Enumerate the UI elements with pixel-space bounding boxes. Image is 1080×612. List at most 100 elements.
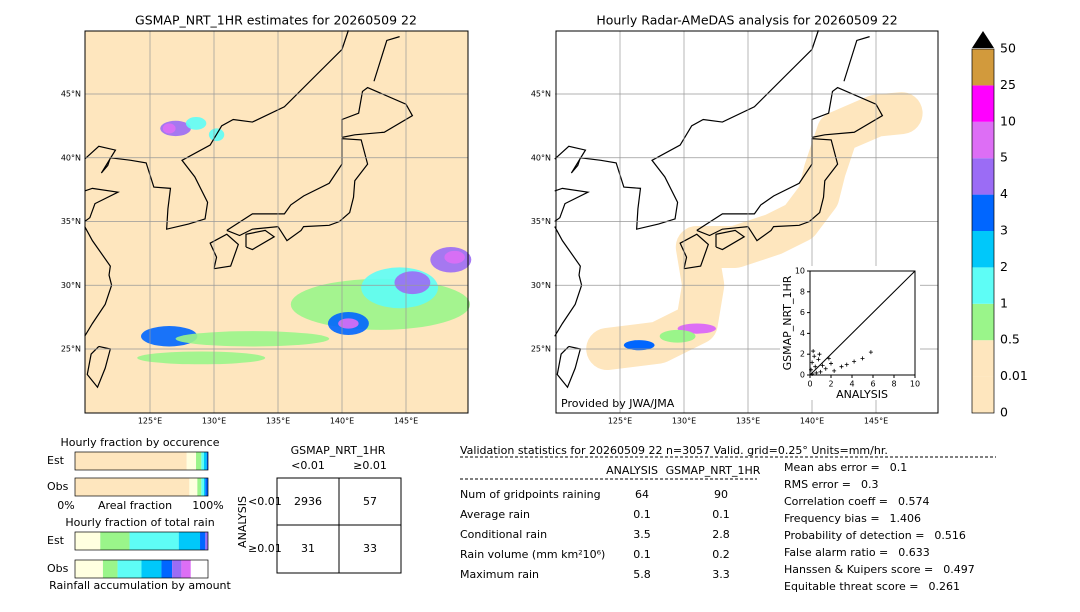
coastline: [209, 233, 240, 270]
lat-label: 40°N: [61, 153, 81, 162]
table-title: GSMAP_NRT_1HR: [291, 444, 386, 457]
score-label: Correlation coeff =: [784, 495, 888, 508]
lon-label: 130°E: [672, 417, 696, 426]
axis-label: Areal fraction: [98, 499, 172, 512]
validation-title: Validation statistics for 20260509 22 n=…: [460, 444, 888, 457]
y-tick-label: 8: [800, 287, 805, 296]
lon-label: 130°E: [202, 417, 226, 426]
point: [829, 361, 833, 366]
point: [823, 366, 828, 371]
score-label: Mean abs error =: [784, 461, 880, 474]
point: [868, 350, 873, 355]
segment: [200, 532, 206, 550]
coastline: [679, 233, 710, 270]
coastline: [715, 229, 746, 251]
score-value: 0.3: [861, 478, 879, 491]
score-label: Hanssen & Kuipers score =: [784, 563, 933, 576]
segment: [161, 560, 173, 578]
colorbar-label: 10: [1000, 113, 1016, 128]
segment: [189, 478, 198, 496]
x-tick-label: 6: [870, 380, 875, 389]
y-tick-label: 4: [800, 329, 805, 338]
axis-label: 0%: [57, 499, 74, 512]
rain-area: [659, 329, 696, 343]
lat-label: 35°N: [61, 217, 81, 226]
credit: Provided by JWA/JMA: [561, 397, 675, 410]
row-title: ANALYSIS: [236, 496, 249, 548]
segment: [205, 478, 208, 496]
coastline: [554, 226, 583, 337]
colorbar-label: 50: [1000, 41, 1016, 56]
left-map: 45°N 40°N 35°N 30°N 25°N 125°E 130°E 135°E 140°E…: [61, 30, 472, 426]
point: [817, 352, 822, 357]
lon-label: 145°E: [394, 417, 418, 426]
segment: [102, 560, 118, 578]
segment: [172, 560, 182, 578]
x-tick-label: 2: [828, 380, 833, 389]
value: 5.8: [633, 568, 651, 581]
colorbar-band: [972, 376, 994, 413]
colorbar-label: 4: [1000, 186, 1008, 201]
row-label: <0.01: [248, 495, 282, 508]
segment: [196, 452, 202, 470]
bar-frame: [74, 451, 209, 471]
rain-area: [444, 250, 465, 264]
rain-area: [175, 331, 330, 347]
x-tick-label: 8: [891, 380, 896, 389]
segment: [186, 452, 197, 470]
value: 3.3: [712, 568, 730, 581]
segment: [75, 560, 103, 578]
inset-bg: [780, 266, 920, 400]
coastline: [373, 36, 400, 82]
point: [832, 368, 837, 373]
bar-frame: [74, 477, 209, 497]
point: [812, 354, 817, 359]
point: [814, 370, 819, 375]
segment: [141, 560, 162, 578]
x-tick-label: 0: [807, 380, 812, 389]
rain-area: [394, 271, 431, 295]
segment: [75, 452, 187, 470]
row-name: Conditional rain: [460, 528, 547, 541]
colorbar-band: [972, 121, 994, 159]
lon-label: 135°E: [736, 417, 760, 426]
segment: [206, 452, 208, 470]
right-map: 45°N 40°N 35°N 30°N 25°N 125°E 130°E 135°E 140°E…: [531, 30, 938, 426]
row-label: Obs: [47, 562, 69, 575]
segment: [205, 532, 208, 550]
coastline: [696, 137, 839, 242]
bar-title: Hourly fraction of total rain: [65, 516, 214, 529]
col-label: <0.01: [291, 459, 325, 472]
point: [818, 369, 823, 374]
colorbar-label: 3: [1000, 223, 1008, 238]
map-frame: [555, 30, 939, 414]
value: 64: [635, 488, 649, 501]
segment: [181, 560, 191, 578]
score-value: 0.497: [943, 563, 975, 576]
y-tick-label: 6: [800, 308, 805, 317]
point: [810, 371, 815, 376]
inset-frame: [809, 270, 916, 376]
lat-label: 45°N: [531, 90, 551, 99]
score-value: 1.406: [890, 512, 922, 525]
point: [811, 349, 816, 354]
row-label: Est: [47, 454, 65, 467]
axis-label: 100%: [192, 499, 223, 512]
coastline: [554, 187, 590, 222]
colorbar-band: [972, 85, 994, 122]
colorbar-band: [972, 158, 994, 195]
coastline: [341, 86, 414, 138]
coastline: [84, 226, 113, 337]
lat-label: 45°N: [61, 90, 81, 99]
cell: 33: [363, 542, 377, 555]
y-tick-label: 2: [800, 350, 805, 359]
point: [809, 367, 814, 372]
colorbar-label: 5: [1000, 150, 1008, 165]
x-tick-label: 4: [849, 380, 854, 389]
x-label: ANALYSIS: [836, 388, 888, 401]
lat-label: 35°N: [531, 217, 551, 226]
col-label: ANALYSIS: [606, 464, 658, 477]
value: 0.2: [712, 548, 730, 561]
lon-label: 145°E: [864, 417, 888, 426]
row-name: Rain volume (mm km²10⁶): [460, 548, 605, 561]
